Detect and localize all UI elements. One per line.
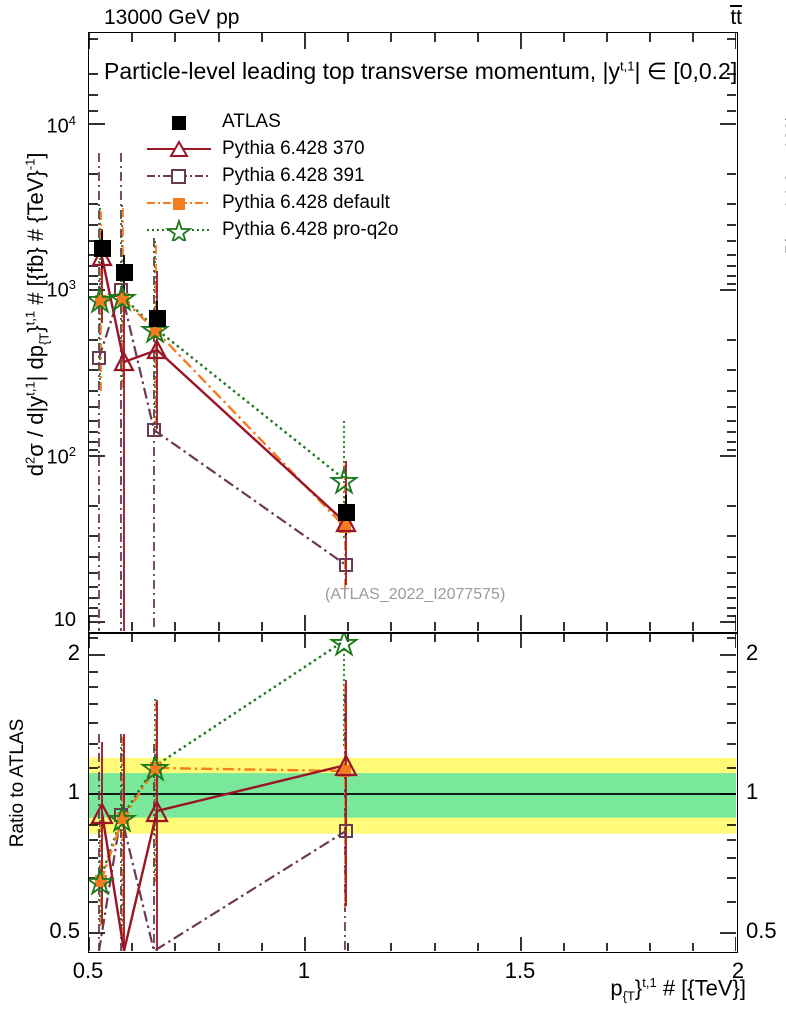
legend-key-pythia-default xyxy=(146,192,212,214)
legend-key-pythia-proq2o xyxy=(146,218,212,241)
series-default-line xyxy=(100,297,346,528)
process-label: tt xyxy=(730,5,742,30)
y-tick-1e2: 102 xyxy=(46,444,76,469)
ratio-default-line xyxy=(99,766,346,882)
plot-title: Particle-level leading top transverse mo… xyxy=(104,58,738,84)
ratio-x-ticks-bottom xyxy=(89,937,736,951)
main-plot-svg xyxy=(89,33,736,631)
ratio-x-ticks-top xyxy=(89,634,736,648)
y-tick-1e4: 104 xyxy=(46,113,76,138)
series-370-markers xyxy=(91,245,357,533)
ratio-y-tick-2-left: 2 xyxy=(67,640,80,665)
x-axis-ticks-bottom-main xyxy=(89,615,736,631)
ratio-panel xyxy=(88,633,738,953)
ratio-y-tick-05-right: 0.5 xyxy=(746,918,777,943)
y-axis-ticks-left xyxy=(89,38,105,623)
main-plot-panel xyxy=(88,32,738,633)
ratio-band-green xyxy=(89,773,736,818)
x-tick-1: 1 xyxy=(297,958,311,983)
series-391-line xyxy=(97,285,347,566)
series-391-errorbars xyxy=(98,153,155,631)
process-text: tt xyxy=(730,6,742,29)
x-tick-2: 2 xyxy=(731,958,745,983)
legend-key-pythia-391 xyxy=(146,165,212,187)
series-atlas-markers xyxy=(94,240,355,521)
legend-key-atlas xyxy=(146,111,212,133)
legend-item-pythia-391[interactable]: Pythia 6.428 391 xyxy=(146,162,398,189)
ratio-y-ticks-right xyxy=(720,637,736,934)
ratio-y-axis-title: Ratio to ATLAS xyxy=(7,718,28,848)
ratio-370-line xyxy=(100,763,347,951)
x-tick-15: 1.5 xyxy=(504,958,536,983)
ratio-370-errorbars xyxy=(101,680,347,951)
series-proq2o-line xyxy=(99,294,345,480)
x-tick-05: 0.5 xyxy=(72,958,104,983)
legend-label-pythia-370: Pythia 6.428 370 xyxy=(222,137,365,159)
ratio-y-tick-05-left: 0.5 xyxy=(49,918,80,943)
x-axis-ticks-top xyxy=(89,33,736,49)
ratio-370-markers xyxy=(90,753,358,825)
ratio-proq2o-line xyxy=(98,639,345,881)
series-391-markers xyxy=(92,283,353,572)
series-370-line xyxy=(100,256,347,524)
plot-title-pre: Particle-level leading top transverse mo… xyxy=(104,58,609,84)
legend-key-pythia-370 xyxy=(146,138,212,160)
series-370-errorbars xyxy=(101,229,347,631)
legend-item-pythia-proq2o[interactable]: Pythia 6.428 pro-q2o xyxy=(146,216,398,243)
legend: ATLAS Pythia 6.428 370 Pythia 6.428 391 … xyxy=(146,108,398,243)
legend-item-pythia-370[interactable]: Pythia 6.428 370 xyxy=(146,135,398,162)
ratio-proq2o-markers xyxy=(89,634,360,896)
legend-label-pythia-default: Pythia 6.428 default xyxy=(222,191,390,213)
plot-title-post: | ∈ [0,0.2] xyxy=(634,58,738,84)
ratio-plot-svg xyxy=(89,634,736,951)
x-axis-title: p{T}t,1 # [{TeV}] xyxy=(610,975,746,1004)
ratio-y-tick-2-right: 2 xyxy=(746,640,759,665)
plot-title-var: y xyxy=(608,58,621,84)
dataset-watermark: (ATLAS_2022_I2077575) xyxy=(325,586,506,603)
series-proq2o-markers xyxy=(89,282,360,495)
y-tick-1e1: 10 xyxy=(53,609,76,631)
rivet-version-note: Rivet 4.1.0, ≥ 100k events xyxy=(782,57,786,255)
legend-label-pythia-391: Pythia 6.428 391 xyxy=(222,164,365,186)
y-tick-1e3: 103 xyxy=(46,277,76,302)
legend-label-atlas: ATLAS xyxy=(222,110,281,132)
ratio-y-tick-1-right: 1 xyxy=(746,779,759,804)
legend-item-atlas[interactable]: ATLAS xyxy=(146,108,398,135)
series-proq2o-errorbars xyxy=(99,205,345,541)
series-default-errorbars xyxy=(100,208,346,590)
legend-label-pythia-proq2o: Pythia 6.428 pro-q2o xyxy=(222,218,399,240)
ratio-y-tick-1-left: 1 xyxy=(67,779,80,804)
legend-item-pythia-default[interactable]: Pythia 6.428 default xyxy=(146,189,398,216)
beam-energy-label: 13000 GeV pp xyxy=(104,6,240,29)
ratio-391-line xyxy=(97,814,347,951)
y-axis-ticks-right xyxy=(720,38,736,623)
series-default-markers xyxy=(95,293,351,533)
